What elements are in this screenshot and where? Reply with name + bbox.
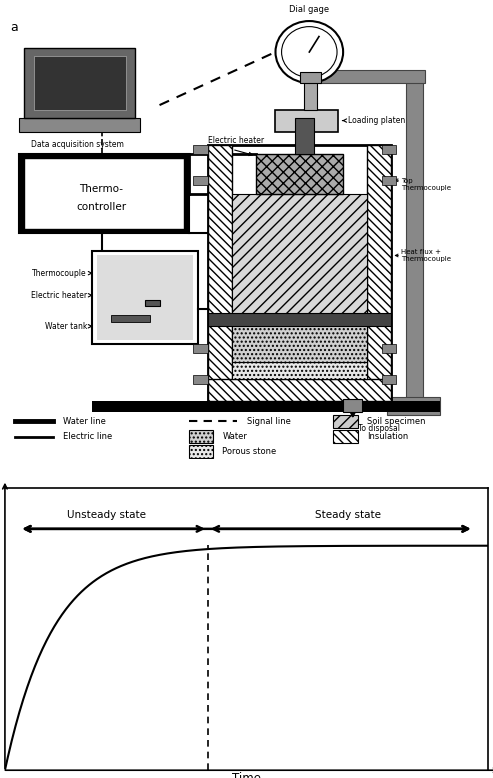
Bar: [406, 72, 423, 404]
Bar: [333, 415, 357, 428]
Bar: [193, 375, 208, 384]
X-axis label: Time: Time: [232, 772, 261, 778]
Bar: [382, 375, 396, 384]
Bar: [208, 145, 391, 401]
Text: Water: Water: [222, 433, 247, 441]
Bar: [333, 430, 357, 443]
Text: To disposal: To disposal: [357, 423, 400, 433]
Text: Thermo-: Thermo-: [79, 184, 124, 194]
Bar: [24, 158, 184, 229]
Bar: [232, 194, 367, 317]
Bar: [208, 380, 391, 401]
Text: Steady state: Steady state: [315, 510, 381, 520]
Text: Thermocouple: Thermocouple: [33, 268, 87, 278]
Bar: [367, 145, 391, 401]
Bar: [276, 110, 338, 131]
Text: Soil specimen: Soil specimen: [367, 417, 426, 426]
Text: Unsteady state: Unsteady state: [67, 510, 146, 520]
Bar: [382, 176, 396, 184]
Bar: [92, 401, 440, 412]
Bar: [92, 251, 198, 344]
Text: Water tank: Water tank: [45, 322, 87, 331]
Text: Electric heater: Electric heater: [31, 291, 87, 300]
Text: Heat flux +
Thermocouple: Heat flux + Thermocouple: [401, 249, 451, 262]
Bar: [145, 300, 160, 307]
Text: a: a: [10, 21, 18, 34]
Bar: [300, 72, 321, 83]
Bar: [193, 344, 208, 352]
Bar: [34, 57, 126, 110]
Text: Top
Thermocouple: Top Thermocouple: [401, 178, 451, 191]
Circle shape: [282, 26, 337, 77]
Text: controller: controller: [76, 202, 127, 212]
Bar: [24, 47, 136, 118]
Bar: [387, 397, 440, 415]
Bar: [305, 79, 317, 110]
Circle shape: [276, 21, 343, 83]
Bar: [295, 118, 314, 154]
Bar: [343, 399, 362, 412]
Bar: [193, 176, 208, 184]
Bar: [188, 430, 212, 443]
Bar: [382, 145, 396, 154]
Bar: [382, 344, 396, 352]
Bar: [208, 313, 391, 326]
Bar: [19, 154, 188, 233]
Bar: [319, 70, 425, 83]
Text: Electric line: Electric line: [63, 433, 112, 441]
Text: Dial gage: Dial gage: [289, 5, 329, 15]
Bar: [193, 145, 208, 154]
Bar: [188, 445, 212, 458]
Text: Porous stone: Porous stone: [222, 447, 277, 456]
Y-axis label: Heat flux: Heat flux: [0, 602, 1, 656]
Text: Data acquisition system: Data acquisition system: [31, 141, 124, 149]
Bar: [97, 255, 193, 339]
Text: Signal line: Signal line: [246, 417, 290, 426]
Text: Water line: Water line: [63, 417, 106, 426]
Bar: [232, 362, 367, 380]
Text: Insulation: Insulation: [367, 433, 409, 441]
Text: Electric heater: Electric heater: [208, 136, 264, 145]
Bar: [19, 118, 140, 131]
Text: Loading platen: Loading platen: [348, 116, 405, 125]
Bar: [208, 145, 232, 401]
Bar: [256, 154, 343, 194]
Bar: [111, 315, 150, 322]
Bar: [232, 317, 367, 362]
